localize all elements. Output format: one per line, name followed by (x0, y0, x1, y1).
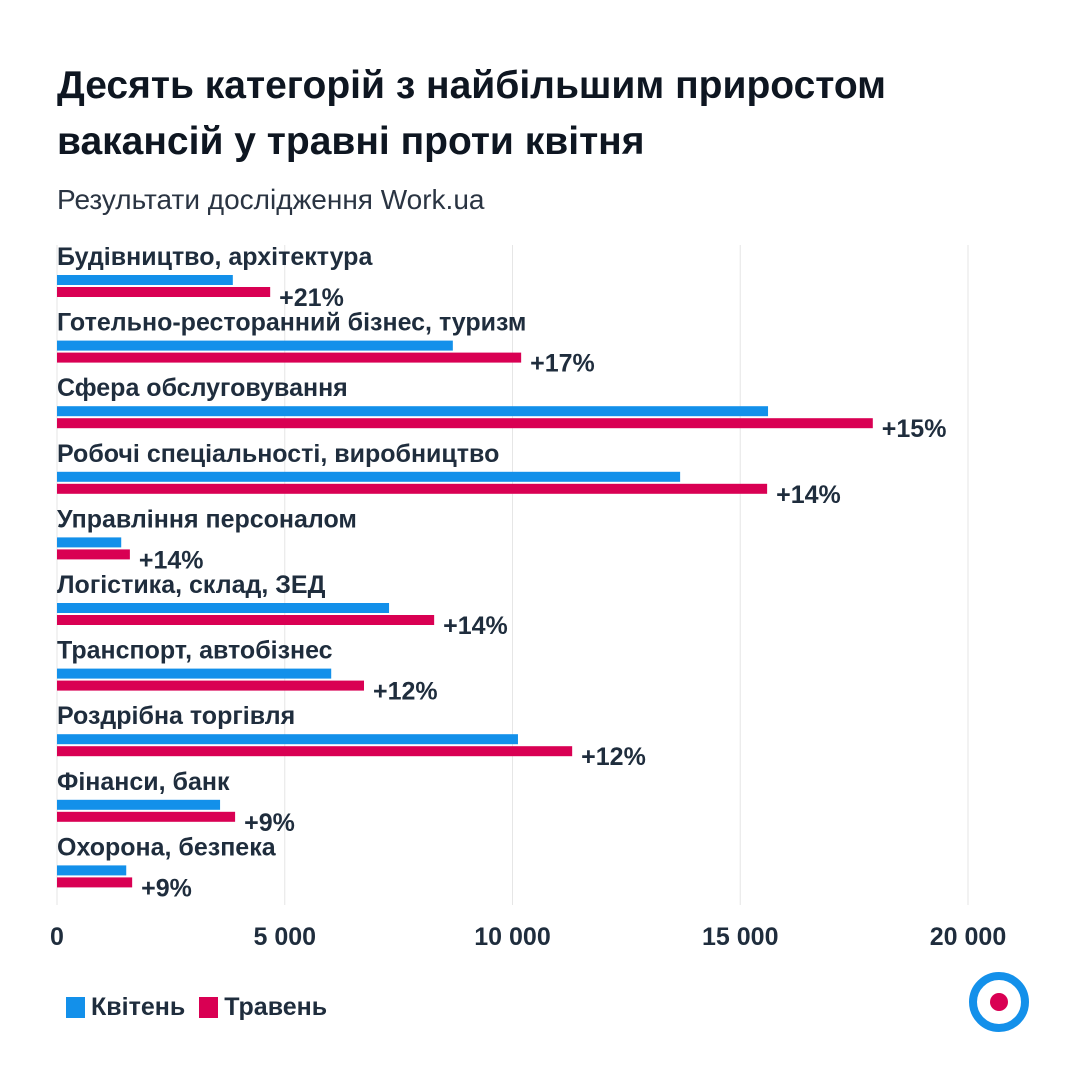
x-tick-label: 10 000 (474, 923, 550, 951)
bar-april (57, 275, 233, 285)
bar-may (57, 680, 365, 691)
bar-may (57, 483, 768, 494)
category-label: Логістика, склад, ЗЕД (57, 571, 326, 599)
growth-label: +14% (139, 546, 204, 574)
bar-may (57, 287, 271, 297)
x-tick-label: 0 (50, 923, 64, 951)
legend: Квітень Травень (66, 993, 327, 1022)
category-label: Транспорт, автобізнес (57, 637, 333, 665)
category-label: Будівництво, архітектура (57, 243, 373, 271)
growth-label: +14% (776, 481, 841, 509)
growth-label: +15% (882, 415, 947, 443)
growth-label: +9% (244, 809, 295, 837)
bar-may (57, 615, 435, 625)
chart-subtitle: Результати дослідження Work.ua (57, 184, 485, 215)
chart-title: Десять категорій з найбільшим приростом … (57, 64, 887, 163)
bar-april (57, 734, 518, 745)
category-label: Сфера обслуговування (57, 374, 348, 402)
legend-swatch-may (199, 997, 219, 1018)
bar-april (57, 471, 681, 482)
legend-swatch-april (66, 997, 85, 1018)
category-label: Готельно-ресторанний бізнес, туризм (57, 309, 526, 337)
logo-dot (990, 993, 1008, 1011)
bar-april (57, 668, 332, 679)
bar-may (57, 549, 130, 560)
category-label: Фінанси, банк (57, 768, 230, 796)
category-label: Роздрібна торгівля (57, 702, 295, 730)
bar-may (57, 877, 133, 888)
growth-label: +21% (279, 284, 344, 312)
bar-april (57, 865, 127, 876)
legend-label-april: Квітень (91, 993, 186, 1021)
bar-april (57, 406, 769, 417)
x-tick-label: 5 000 (253, 923, 316, 951)
work-ua-logo (969, 972, 1029, 1032)
category-label: Робочі спеціальності, виробництво (57, 440, 499, 468)
bar-april (57, 799, 221, 810)
growth-label: +14% (443, 612, 508, 640)
legend-label-may: Травень (224, 993, 328, 1021)
x-tick-label: 20 000 (930, 923, 1006, 951)
bar-may (57, 746, 573, 757)
category-label: Управління персоналом (57, 505, 357, 533)
growth-label: +17% (530, 350, 595, 378)
category-label: Охорона, безпека (57, 833, 277, 861)
growth-label: +9% (141, 874, 192, 902)
bar-may (57, 352, 522, 363)
bar-april (57, 340, 453, 351)
bar-april (57, 537, 122, 548)
bar-may (57, 811, 236, 822)
bar-april (57, 603, 390, 613)
growth-label: +12% (581, 743, 646, 771)
growth-label: +12% (373, 678, 438, 706)
x-tick-label: 15 000 (702, 923, 778, 951)
bar-may (57, 418, 873, 429)
